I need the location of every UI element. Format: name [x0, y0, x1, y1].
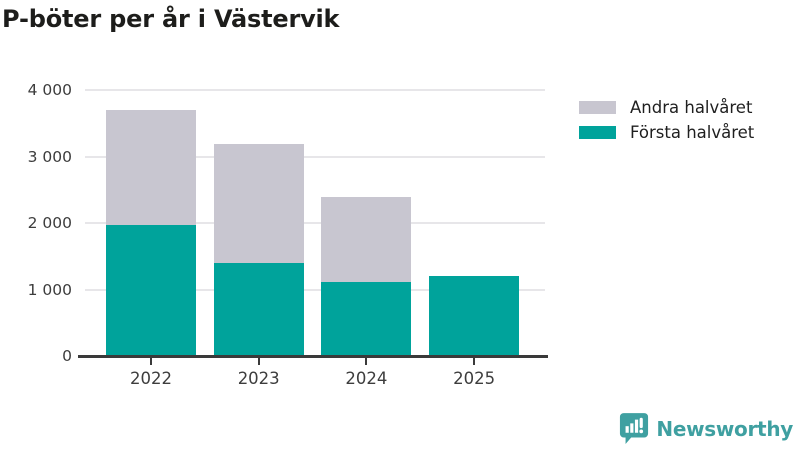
- x-axis-tick-label: 2023: [237, 369, 280, 388]
- gridline: [85, 89, 545, 91]
- x-axis-tick-label: 2022: [130, 369, 172, 388]
- newsworthy-logo: Newsworthy: [619, 412, 793, 446]
- legend-label: Första halvåret: [630, 123, 755, 142]
- newsworthy-icon: [619, 412, 649, 446]
- gridline: [85, 155, 545, 158]
- x-axis-tick: [150, 358, 152, 365]
- y-axis-tick-label: 1 000: [27, 280, 72, 299]
- y-axis-tick-label: 2 000: [27, 214, 72, 232]
- bar-segment: [321, 197, 412, 283]
- y-axis-tick-label: 4 000: [27, 81, 72, 99]
- bar-segment: [213, 262, 304, 356]
- gridline: [85, 288, 545, 291]
- x-axis-tick: [473, 358, 476, 365]
- y-axis-tick-label: 0: [62, 347, 72, 365]
- legend-item: Andra halvåret: [579, 95, 754, 120]
- bar-segment: [106, 109, 196, 225]
- bar-segment: [321, 282, 412, 356]
- legend-item: Första halvåret: [579, 120, 754, 145]
- x-axis-line: [78, 355, 548, 358]
- y-axis-tick-label: 3 000: [27, 147, 72, 166]
- bar-segment: [106, 224, 196, 356]
- x-axis-tick: [257, 358, 260, 365]
- plot-area: 0 1 000 2 000 3 000 4 000 2022 2023 2024 2025: [28, 81, 548, 388]
- legend-swatch: [579, 101, 616, 114]
- legend: Andra halvåret Första halvåret: [579, 95, 754, 145]
- bar-segment: [429, 275, 520, 356]
- legend-label: Andra halvåret: [630, 98, 753, 117]
- bar-segment: [213, 144, 304, 263]
- x-axis-tick: [365, 358, 368, 365]
- chart-title: P-böter per år i Västervik: [2, 5, 340, 33]
- legend-swatch: [579, 126, 616, 139]
- newsworthy-wordmark: Newsworthy: [656, 417, 793, 441]
- x-axis-tick-label: 2025: [453, 369, 496, 388]
- x-axis-tick-label: 2024: [345, 369, 388, 388]
- gridline: [85, 222, 545, 224]
